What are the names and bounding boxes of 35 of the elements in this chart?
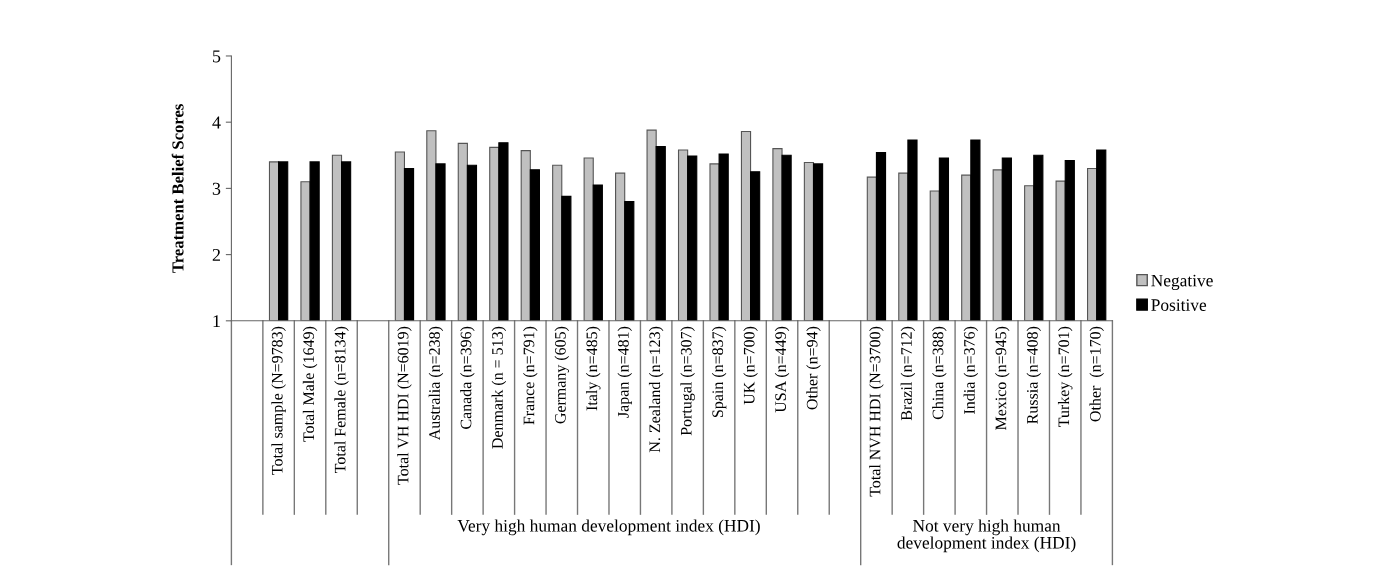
x-tick-label: Turkey (n=701) [1057,326,1073,427]
x-tick-label: Denmark (n = 513) [491,326,507,449]
x-tick-label: Total Male (1649) [302,326,318,442]
x-tick-label: Total NVH HDI (N=3700) [869,326,884,497]
legend-label: Positive [1151,299,1207,311]
text: Very high human development index (HDI) [457,519,760,536]
x-tick-label: Brazil (n=712) [900,326,916,421]
x-tick-label: UK (n=700) [743,326,758,405]
x-tick-label: Total Female (n=8134) [334,326,349,473]
x-tick-label: Other (n=170) [1089,326,1104,422]
x-tick-label: Portugal (n=307) [680,326,695,436]
y-tick-label: 4 [212,116,221,129]
x-tick-label: Japan (n=481) [617,326,632,418]
x-tick-label: Mexico (n=945) [995,326,1010,431]
x-tick-label: Russia (n=408) [1026,326,1041,424]
legend-label: Negative [1151,274,1213,291]
x-tick-label: France (n=791) [523,326,538,425]
x-tick-label: Australia (n=238) [428,326,444,441]
x-tick-label: USA (n=449) [774,326,790,413]
x-tick-label: Canada (n=396) [460,326,475,429]
y-tick-label: 3 [212,182,221,195]
y-tick-label: 2 [212,248,220,261]
y-axis-title: Treatment Belief Scores [171,104,184,273]
x-tick-label: Total VH HDI (N=6019) [397,326,412,485]
x-tick-label: Germany (605) [554,326,570,424]
y-tick-label: 1 [213,315,220,328]
x-tick-label: Italy (n=485) [585,326,601,411]
x-tick-label: China (n=388) [932,326,947,420]
x-tick-label: Spain (n=837) [711,326,727,417]
x-tick-label: Other (n=94) [806,326,821,410]
y-tick-label: 5 [213,50,221,63]
x-tick-label: Total sample (N=9783) [271,326,286,475]
x-tick-label: N. Zealand (n=123) [648,326,664,453]
x-tick-label: India (n=376) [963,326,979,414]
text: Not very high human development index (HDI) [897,519,1076,553]
